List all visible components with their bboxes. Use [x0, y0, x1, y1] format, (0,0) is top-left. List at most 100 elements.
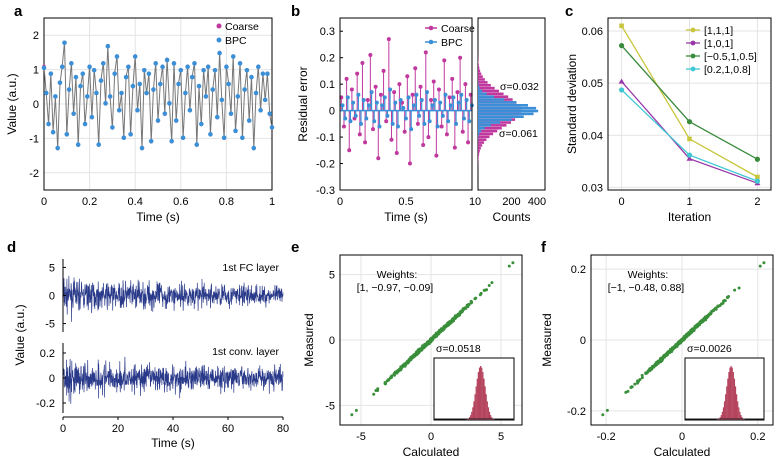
data-point — [682, 334, 686, 338]
legend-label: [1,1,1] — [704, 25, 733, 37]
point-bpc — [66, 87, 72, 92]
inset-bar — [739, 411, 741, 420]
data-point — [473, 297, 477, 301]
inset-bar — [728, 372, 730, 420]
y-axis-label: Value (a.u.) — [13, 304, 27, 365]
point-bpc — [135, 107, 140, 113]
point-coarse — [421, 143, 426, 148]
data-point — [693, 327, 697, 331]
inset-bar — [740, 415, 742, 420]
data-point — [430, 338, 434, 342]
point-bpc — [59, 64, 65, 70]
point-coarse — [373, 84, 378, 89]
x-axis-label: Counts — [492, 210, 530, 224]
point-bpc — [64, 131, 70, 137]
data-point — [672, 345, 676, 349]
hist-bar-bpc — [478, 132, 480, 136]
point-bpc — [260, 71, 266, 77]
x-tick-label: 20 — [112, 423, 124, 435]
point-coarse — [444, 132, 449, 137]
point-coarse — [355, 71, 360, 76]
inset-bar — [488, 411, 491, 420]
data-point — [396, 370, 400, 374]
data-point — [636, 379, 640, 383]
x-tick-label: 80 — [277, 423, 289, 435]
signal-trace — [62, 356, 284, 404]
data-point — [457, 312, 461, 316]
hist-bar-coarse — [478, 132, 494, 136]
point-coarse — [407, 161, 412, 166]
y-tick-label: -0.2 — [316, 159, 335, 171]
inset-bar — [483, 378, 485, 420]
point-coarse — [410, 92, 415, 97]
data-point — [709, 312, 713, 316]
x-tick-label: 0.4 — [128, 196, 143, 208]
inset-bar — [722, 407, 725, 420]
data-point — [511, 261, 515, 265]
x-tick-label: -5 — [356, 431, 366, 443]
point-bpc — [162, 111, 168, 116]
point-coarse — [363, 140, 368, 145]
point-bpc — [430, 103, 435, 108]
data-point — [444, 323, 448, 327]
data-point — [416, 349, 420, 353]
point-bpc — [364, 116, 369, 121]
point-bpc — [151, 87, 156, 92]
data-point — [383, 382, 387, 386]
inset-bar — [727, 378, 729, 420]
y-tick-label: 0.2 — [320, 53, 335, 65]
point-bpc — [105, 43, 111, 49]
data-point — [660, 356, 664, 360]
inset-bar — [481, 367, 483, 420]
data-point — [762, 261, 766, 265]
point-bpc — [372, 119, 377, 124]
data-point — [675, 342, 679, 346]
panel-label: e — [291, 239, 299, 256]
x-tick-label: 0.2 — [82, 196, 97, 208]
x-tick-label: 0 — [679, 431, 685, 443]
point-bpc — [169, 138, 174, 144]
hist-bar-bpc — [478, 109, 539, 113]
hist-bar-coarse — [478, 152, 480, 156]
y-tick-label: -1 — [29, 133, 39, 145]
y-tick-label: -0.1 — [316, 132, 335, 144]
point-coarse — [455, 90, 460, 95]
data-point — [640, 373, 644, 377]
hist-bar-bpc — [478, 121, 501, 124]
plot-border — [339, 254, 523, 426]
y-axis-label: Standard deviation — [565, 54, 579, 154]
point-coarse — [349, 87, 354, 92]
y-tick-label: 0 — [33, 99, 39, 111]
y-tick-label: 0.1 — [320, 79, 335, 91]
legend-marker — [690, 53, 696, 59]
point-bpc — [196, 83, 202, 89]
hist-bar-coarse — [478, 81, 488, 84]
data-point — [686, 332, 690, 336]
data-point — [636, 381, 640, 385]
point-bpc — [114, 54, 120, 59]
inset-bar — [733, 378, 736, 420]
y-tick-label: 0.04 — [582, 130, 603, 142]
point-bpc — [422, 121, 427, 126]
point-bpc — [112, 71, 117, 77]
inset-bar — [478, 367, 481, 420]
point-bpc — [132, 54, 138, 59]
point-bpc — [461, 116, 466, 121]
data-point — [372, 392, 376, 396]
data-point — [407, 358, 411, 362]
plot-border — [339, 17, 473, 191]
point-bpc — [456, 100, 461, 105]
point-bpc — [459, 92, 464, 97]
point-bpc — [366, 103, 371, 108]
x-tick-label: 200 — [502, 196, 520, 208]
point-coarse — [386, 37, 391, 42]
x-axis-label: Time (s) — [136, 210, 180, 224]
weights-title: Weights: — [628, 269, 669, 281]
inset-bar — [723, 401, 726, 420]
inset-bar — [489, 415, 492, 420]
hist-bar-bpc — [478, 92, 487, 96]
inset-bar — [720, 415, 722, 420]
point-bpc — [96, 142, 102, 147]
legend-label-bpc: BPC — [225, 35, 247, 47]
hist-bar-coarse — [478, 141, 485, 144]
